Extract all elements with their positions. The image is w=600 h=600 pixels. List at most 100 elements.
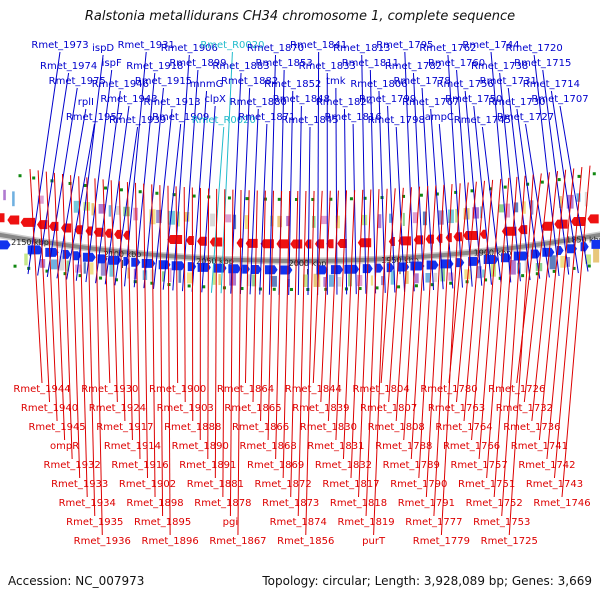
reverse-gene-label[interactable]: Rmet_1873	[262, 498, 319, 509]
reverse-gene-label[interactable]: Rmet_1932	[44, 460, 101, 471]
forward-gene-label[interactable]: tmk	[326, 76, 346, 87]
reverse-gene-label[interactable]: Rmet_1902	[119, 479, 176, 490]
reverse-gene-label[interactable]: Rmet_1867	[209, 536, 266, 547]
reverse-gene-label[interactable]: Rmet_1924	[89, 403, 146, 414]
reverse-gene-label[interactable]: Rmet_1777	[405, 517, 462, 528]
reverse-gene-label[interactable]: Rmet_1917	[96, 422, 153, 433]
forward-gene-label[interactable]: Rmet_1906	[161, 43, 218, 54]
reverse-gene-label[interactable]: Rmet_1839	[292, 403, 349, 414]
reverse-gene-label[interactable]: Rmet_1878	[194, 498, 251, 509]
forward-gene-label[interactable]: Rmet_1899	[169, 58, 226, 69]
reverse-gene-label[interactable]: Rmet_1757	[450, 460, 507, 471]
reverse-gene-label[interactable]: Rmet_1895	[134, 517, 191, 528]
forward-gene-label[interactable]: Rmet_1833	[299, 61, 356, 72]
forward-gene-label[interactable]: Rmet_1883	[212, 61, 269, 72]
reverse-gene-label[interactable]: Rmet_1890	[172, 441, 229, 452]
reverse-gene-label[interactable]: Rmet_1789	[383, 460, 440, 471]
reverse-gene-label[interactable]: Rmet_1864	[217, 384, 274, 395]
forward-gene-label[interactable]: Rmet_1841	[290, 40, 347, 51]
forward-gene-label[interactable]: Rmet_1816	[324, 112, 381, 123]
forward-gene-label[interactable]: Rmet_1915	[135, 76, 192, 87]
forward-gene-label[interactable]: Rmet_1806	[350, 79, 407, 90]
forward-gene-label[interactable]: Rmet_1824	[316, 97, 373, 108]
reverse-gene-label[interactable]: Rmet_1751	[458, 479, 515, 490]
forward-gene-label[interactable]: Rmet_1798	[368, 115, 425, 126]
forward-gene-label[interactable]: Rmet_R0020	[192, 115, 256, 126]
forward-gene-label[interactable]: Rmet_1870	[247, 43, 304, 54]
reverse-gene-label[interactable]: Rmet_1944	[13, 384, 70, 395]
forward-gene-label[interactable]: Rmet_1931	[118, 40, 175, 51]
forward-gene-label[interactable]: Rmet_1795	[376, 40, 433, 51]
reverse-gene-label[interactable]: Rmet_1788	[375, 441, 432, 452]
reverse-gene-label[interactable]: Rmet_1764	[435, 422, 492, 433]
reverse-gene-label[interactable]: Rmet_1752	[466, 498, 523, 509]
reverse-gene-label[interactable]: Rmet_1807	[360, 403, 417, 414]
reverse-gene-label[interactable]: Rmet_1844	[285, 384, 342, 395]
forward-gene-label[interactable]: mnmG	[190, 79, 224, 90]
reverse-gene-label[interactable]: Rmet_1868	[239, 441, 296, 452]
reverse-gene-label[interactable]: Rmet_1898	[126, 498, 183, 509]
forward-gene-label[interactable]: Rmet_1714	[523, 79, 580, 90]
forward-gene-label[interactable]: rplI	[78, 97, 94, 108]
forward-gene-label[interactable]: Rmet_1762	[419, 43, 476, 54]
forward-gene-label[interactable]: Rmet_1738	[471, 61, 528, 72]
forward-gene-label[interactable]: Rmet_1848	[273, 94, 330, 105]
reverse-gene-label[interactable]: Rmet_1866	[232, 422, 289, 433]
forward-gene-label[interactable]: ampC	[425, 112, 454, 123]
reverse-gene-label[interactable]: Rmet_1779	[413, 536, 470, 547]
reverse-gene-label[interactable]: Rmet_1832	[315, 460, 372, 471]
forward-gene-label[interactable]: Rmet_1731	[480, 76, 537, 87]
reverse-gene-label[interactable]: purT	[362, 536, 386, 547]
reverse-gene-label[interactable]: Rmet_1791	[398, 498, 455, 509]
reverse-gene-label[interactable]: Rmet_1935	[66, 517, 123, 528]
reverse-gene-label[interactable]: Rmet_1916	[111, 460, 168, 471]
forward-gene-label[interactable]: clpX	[204, 94, 226, 105]
reverse-gene-label[interactable]: Rmet_1903	[157, 403, 214, 414]
reverse-gene-label[interactable]: Rmet_1888	[164, 422, 221, 433]
forward-gene-label[interactable]: Rmet_1707	[531, 94, 588, 105]
forward-gene-label[interactable]: Rmet_1813	[333, 43, 390, 54]
forward-gene-label[interactable]: Rmet_1799	[359, 94, 416, 105]
reverse-gene-label[interactable]: Rmet_1742	[518, 460, 575, 471]
reverse-gene-label[interactable]: Rmet_1891	[179, 460, 236, 471]
forward-gene-label[interactable]: Rmet_1974	[40, 61, 97, 72]
forward-gene-label[interactable]: ispF	[102, 58, 122, 69]
reverse-gene-label[interactable]: Rmet_1896	[142, 536, 199, 547]
reverse-gene-label[interactable]: Rmet_1746	[533, 498, 590, 509]
forward-gene-label[interactable]: Rmet_1943	[100, 94, 157, 105]
reverse-gene-label[interactable]: Rmet_1856	[277, 536, 334, 547]
reverse-gene-label[interactable]: ompR	[50, 441, 79, 452]
forward-gene-label[interactable]: Rmet_1946	[92, 79, 149, 90]
reverse-gene-label[interactable]: Rmet_1831	[307, 441, 364, 452]
reverse-gene-label[interactable]: Rmet_1817	[322, 479, 379, 490]
reverse-gene-label[interactable]: Rmet_1818	[330, 498, 387, 509]
forward-gene-label[interactable]: Rmet_1760	[428, 58, 485, 69]
reverse-gene-label[interactable]: Rmet_1808	[368, 422, 425, 433]
reverse-gene-label[interactable]: Rmet_1763	[428, 403, 485, 414]
forward-gene-label[interactable]: Rmet_1853	[256, 58, 313, 69]
reverse-gene-label[interactable]: Rmet_1914	[104, 441, 161, 452]
forward-gene-label[interactable]: Rmet_1750	[445, 94, 502, 105]
forward-gene-label[interactable]: Rmet_1880	[230, 97, 287, 108]
forward-gene-label[interactable]: Rmet_R0020	[200, 40, 264, 51]
forward-gene-label[interactable]: Rmet_1882	[221, 76, 278, 87]
reverse-gene-label[interactable]: Rmet_1872	[255, 479, 312, 490]
forward-gene-label[interactable]: ispD	[92, 43, 114, 54]
forward-gene-label[interactable]: Rmet_1778	[393, 76, 450, 87]
forward-gene-label[interactable]: Rmet_1782	[385, 61, 442, 72]
reverse-gene-label[interactable]: Rmet_1869	[247, 460, 304, 471]
reverse-gene-label[interactable]: Rmet_1732	[496, 403, 553, 414]
reverse-gene-label[interactable]: Rmet_1780	[420, 384, 477, 395]
forward-gene-label[interactable]: Rmet_1811	[342, 58, 399, 69]
reverse-gene-label[interactable]: Rmet_1741	[511, 441, 568, 452]
forward-gene-label[interactable]: Rmet_1845	[281, 115, 338, 126]
reverse-gene-label[interactable]: Rmet_1819	[337, 517, 394, 528]
reverse-gene-label[interactable]: Rmet_1830	[300, 422, 357, 433]
forward-gene-label[interactable]: Rmet_1918	[126, 61, 183, 72]
reverse-gene-label[interactable]: Rmet_1804	[353, 384, 410, 395]
reverse-gene-label[interactable]: Rmet_1945	[28, 422, 85, 433]
forward-gene-label[interactable]: Rmet_1730	[488, 97, 545, 108]
forward-gene-label[interactable]: Rmet_1720	[506, 43, 563, 54]
reverse-gene-label[interactable]: Rmet_1934	[59, 498, 116, 509]
forward-gene-label[interactable]: Rmet_1715	[514, 58, 571, 69]
